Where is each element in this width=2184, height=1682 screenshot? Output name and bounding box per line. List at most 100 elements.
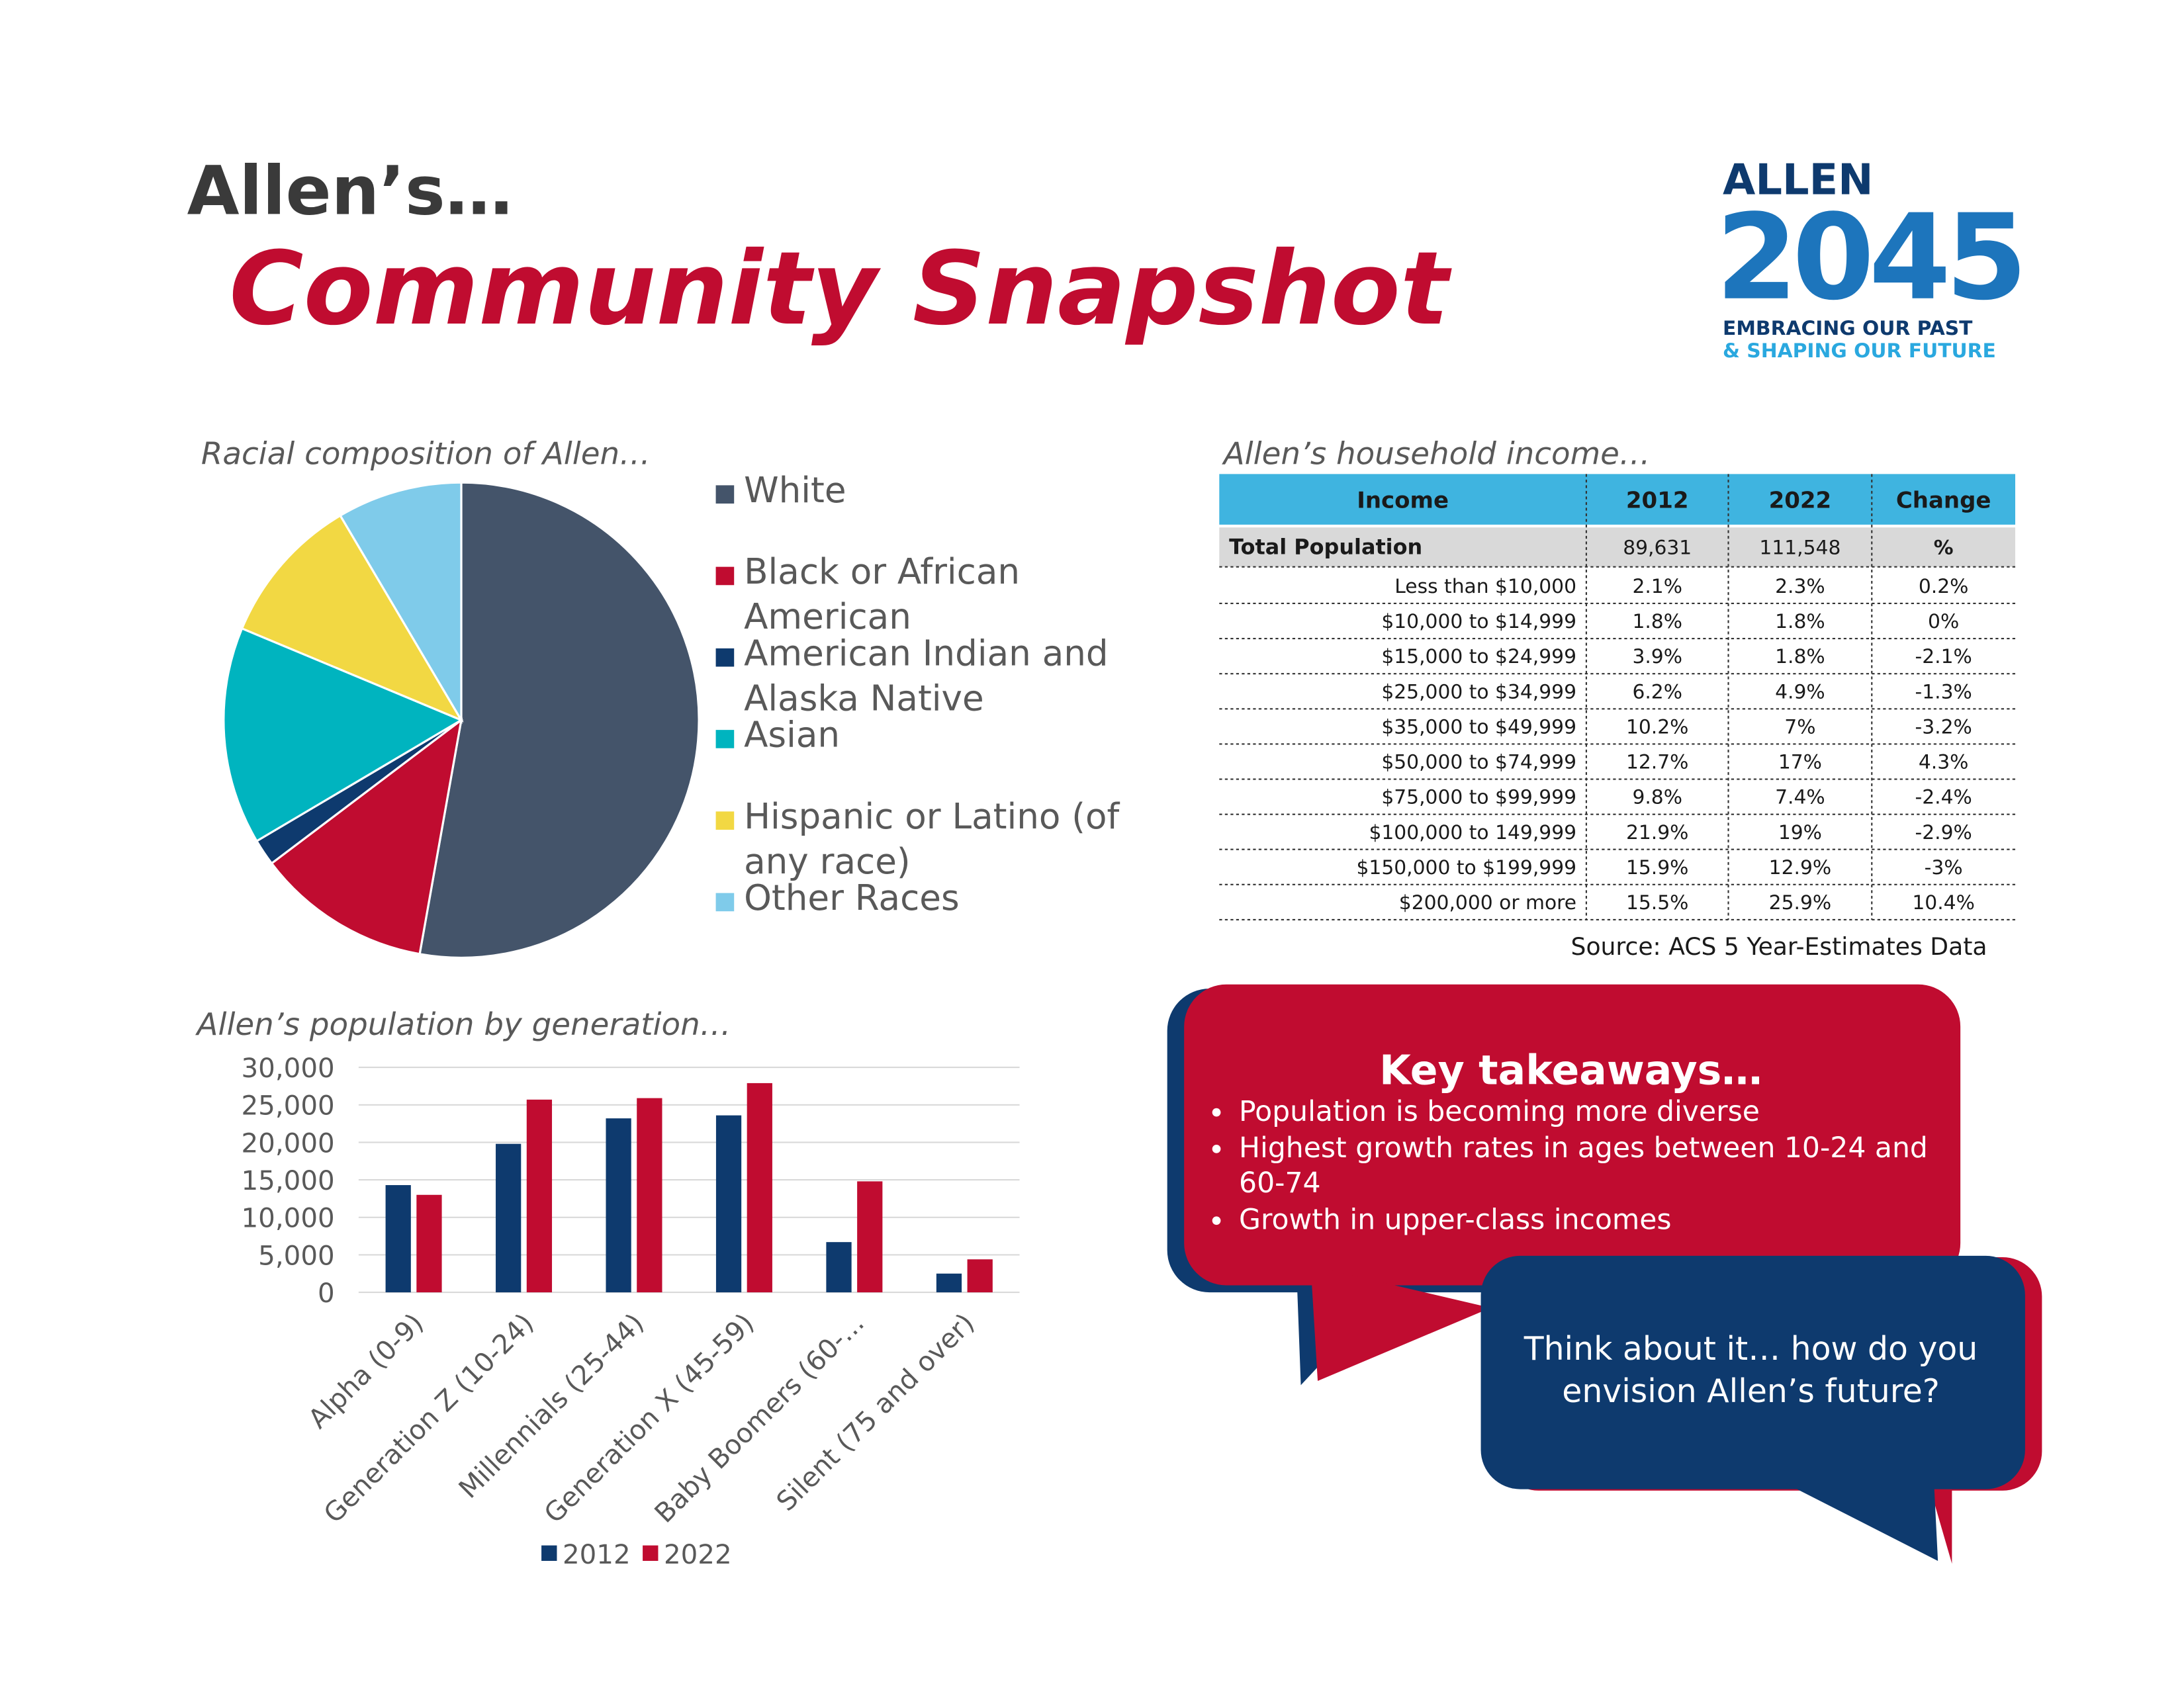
legend-entry: American Indian and Alaska Native: [744, 633, 1109, 719]
table-cell: 2.1%: [1632, 575, 1682, 598]
table-cell: 15.5%: [1626, 891, 1688, 914]
bar: [416, 1194, 442, 1293]
table-cell: Less than $10,000: [1394, 575, 1576, 598]
bar: [967, 1259, 993, 1293]
bar: [385, 1185, 411, 1293]
table-cell: $35,000 to $49,999: [1381, 715, 1576, 738]
table-cell: 89,631: [1623, 537, 1692, 560]
x-tick-label: Generation X (45-59): [538, 1307, 760, 1529]
takeaways-list: Population is becoming more diverseHighe…: [1195, 1094, 1940, 1276]
table-cell: 0%: [1928, 610, 1959, 633]
legend-swatch: [715, 893, 735, 912]
legend-label: Asian: [744, 714, 841, 756]
legend-swatch: [715, 648, 735, 667]
table-title: Allen’s household income…: [1222, 437, 1651, 472]
table-cell: $150,000 to $199,999: [1357, 856, 1577, 879]
legend-entry: White: [744, 470, 846, 511]
legend-swatch: [643, 1545, 659, 1561]
table-cell: -2.4%: [1915, 786, 1972, 809]
table-header-cell: 2012: [1626, 487, 1689, 513]
legend-label: 2012: [563, 1539, 631, 1570]
legend-swatch: [715, 730, 735, 748]
y-tick-label: 20,000: [242, 1128, 335, 1159]
legend-label: Other Races: [744, 877, 960, 918]
table-cell: 1.8%: [1775, 645, 1825, 668]
y-tick-label: 0: [318, 1278, 335, 1309]
table-cell: $200,000 or more: [1399, 891, 1576, 914]
legend-entry: Asian: [744, 714, 841, 756]
bubble-tail: [1786, 1476, 1938, 1561]
bar: [826, 1242, 852, 1293]
table-cell: $75,000 to $99,999: [1381, 786, 1576, 809]
table-cell: 12.9%: [1769, 856, 1831, 879]
legend-label: American Indian and Alaska Native: [744, 633, 1109, 719]
prompt-text: Think about it… how do you envision Alle…: [1524, 1331, 1978, 1411]
legend-swatch: [541, 1545, 557, 1561]
table-cell: $50,000 to $74,999: [1381, 751, 1576, 774]
table-cell: $15,000 to $24,999: [1381, 645, 1576, 668]
bullet-list: Population is becoming more diverseHighe…: [1195, 1094, 1940, 1237]
table-cell: 17%: [1778, 751, 1822, 774]
table-cell: 12.7%: [1626, 751, 1688, 774]
table-cell: 1.8%: [1775, 610, 1825, 633]
x-tick-label: Baby Boomers (60-...: [649, 1307, 870, 1529]
chart-title: Allen’s population by generation…: [195, 1007, 731, 1043]
table-cell: -2.1%: [1915, 645, 1972, 668]
pie-slice: [222, 627, 464, 843]
takeaways-title: Key takeaways…: [1379, 1047, 1762, 1094]
legend-label: Black or African American: [744, 551, 1021, 637]
legend-swatch: [715, 566, 735, 586]
table-cell: 111,548: [1759, 537, 1841, 560]
table-cell: -3%: [1925, 856, 1963, 879]
table-cell: $100,000 to 149,999: [1369, 821, 1576, 844]
table-cell: $10,000 to $14,999: [1381, 610, 1576, 633]
title: Community Snapshot: [229, 230, 1451, 348]
bar: [526, 1099, 553, 1293]
table-cell: 21.9%: [1626, 821, 1688, 844]
table-cell: Total Population: [1229, 535, 1422, 560]
pie-slice: [418, 481, 700, 959]
legend-swatch: [715, 485, 735, 504]
pie-slice: [270, 717, 463, 955]
bubble-tail: [1310, 1265, 1491, 1381]
bar: [496, 1143, 522, 1293]
bar: [936, 1273, 962, 1293]
legend-entry: Other Races: [744, 877, 960, 918]
kicker: Allen’s…: [187, 152, 513, 230]
takeaways-bubble: [1167, 984, 1961, 1386]
legend-swatch: [715, 811, 735, 830]
table-cell: %: [1934, 537, 1954, 560]
legend-label: 2022: [664, 1539, 732, 1570]
table-cell: 10.2%: [1626, 715, 1688, 738]
bullet-item: Growth in upper-class incomes: [1239, 1202, 1940, 1237]
table-total-bg: [1219, 527, 2016, 567]
table-cell: 4.9%: [1775, 680, 1825, 703]
logo-name: ALLEN: [1723, 156, 1873, 205]
y-tick-label: 30,000: [242, 1053, 335, 1084]
table-cell: 25.9%: [1769, 891, 1831, 914]
bullet-item: Population is becoming more diverse: [1239, 1094, 1940, 1129]
prompt-box: Think about it… how do you envision Alle…: [1524, 1331, 1978, 1411]
y-tick-label: 10,000: [242, 1203, 335, 1234]
table-cell: 9.8%: [1632, 786, 1682, 809]
logo-year: 2045: [1715, 189, 2022, 327]
bubble: [1480, 1255, 2025, 1489]
pie-slice: [240, 513, 464, 723]
bar: [747, 1083, 772, 1293]
table-cell: -3.2%: [1915, 715, 1972, 738]
y-tick-label: 25,000: [242, 1090, 335, 1122]
legend-entry: Black or African American: [744, 551, 1021, 637]
bar: [715, 1115, 742, 1293]
table-cell: 4.3%: [1919, 751, 1969, 774]
table-cell: 1.8%: [1632, 610, 1682, 633]
prompt-bubble: [1480, 1255, 2042, 1564]
legend-label: White: [744, 470, 846, 511]
logo-tagline: & SHAPING OUR FUTURE: [1723, 339, 1996, 363]
table-cell: 19%: [1778, 821, 1822, 844]
y-tick-label: 5,000: [258, 1240, 335, 1271]
table-cell: 6.2%: [1632, 680, 1682, 703]
logo-tagline: EMBRACING OUR PAST: [1723, 317, 1973, 340]
x-tick-label: Silent (75 and over): [770, 1307, 980, 1517]
